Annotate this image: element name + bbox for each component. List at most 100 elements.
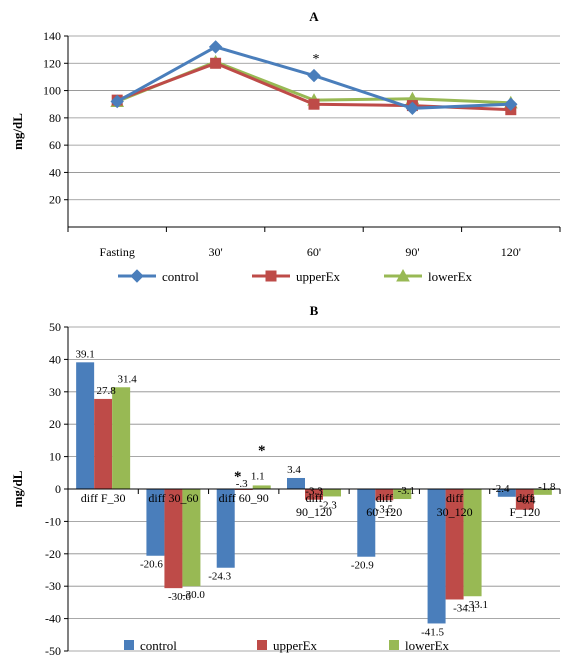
chart-b-legend-label-lowerex: lowerEx [405,638,450,653]
chart-b-data-label-lowerex: -1.8 [538,481,556,493]
chart-b-bar-control [357,489,376,557]
chart-b-ytick-label: 10 [49,450,61,464]
chart-b-data-label-control: 3.4 [287,464,301,476]
chart-b-data-label-lowerex: -2.3 [319,499,337,511]
chart-a-legend-label-control: control [162,269,199,284]
chart-b-xtick-label: diff [305,491,322,505]
chart-b-bar-upperex [305,489,323,500]
chart-a-title: A [309,9,319,24]
chart-b-xtick-label: 30_120 [437,505,473,519]
chart-b-ytick-label: 30 [49,385,61,399]
chart-b-bar-lowerex [393,489,412,500]
chart-a-point-upperex [210,57,222,69]
chart-b-ytick-label: -10 [45,514,61,528]
chart-b-bar-control [146,489,165,556]
chart-b-xtick-label: diff F_30 [81,491,126,505]
chart-a-xtick-label: 90' [405,245,419,259]
chart-a-ytick-label: 40 [49,165,61,179]
chart-b-data-label-control: 39.1 [76,348,95,360]
chart-b-bar-lowerex [252,485,271,489]
chart-b-bar-upperex [94,398,113,489]
chart-a-legend-marker-control [130,269,144,283]
chart-b-significance-marker: * [234,469,242,485]
chart-b-data-label-control: -2.4 [492,483,510,495]
chart-a-ytick-label: 100 [43,84,61,98]
chart-a-point-control [405,101,420,116]
chart-b-bar-control [216,489,235,568]
chart-b-bar-control [76,362,95,489]
chart-a-ytick-label: 80 [49,111,61,125]
chart-b: B -50 -40 -30 -20 -10 0 10 20 30 40 50 mg/dL diff F_3… [10,303,561,656]
chart-b-data-label-upperex: -3.5 [376,503,394,515]
chart-b-bar-control [287,477,305,489]
chart-b-ytick-label: -50 [45,644,61,656]
chart-b-ytick-label: -40 [45,612,61,626]
chart-b-xtick-label: 60_120 [366,505,402,519]
chart-b-bar-lowerex [533,489,552,495]
chart-a-point-upperex [308,98,320,110]
chart-a-legend-marker-lowerex [396,268,410,282]
chart-a-legend-label-upperex: upperEx [296,269,341,284]
chart-b-bar-lowerex [323,489,341,497]
chart-b-legend-label-control: control [140,638,177,653]
chart-b-data-label-upperex: -30.6 [168,591,191,603]
chart-b-xtick-label: diff [516,491,533,505]
chart-b-data-label-control: -20.9 [351,560,374,572]
chart-a-ytick-label: 20 [49,193,61,207]
chart-b-legend-swatch-control [124,640,134,650]
chart-b-data-label-lowerex: -3.1 [398,485,415,497]
chart-b-bar-control [427,489,446,624]
chart-b-xtick-label: F_120 [510,505,541,519]
chart-a-series-control [110,40,518,116]
chart-b-ytick-label: -20 [45,547,61,561]
chart-b-data-label-upperex: -3.3 [305,486,323,498]
chart-a-xtick-label: 60' [307,245,321,259]
chart-a-legend-marker-upperex [265,270,277,282]
chart-b-legend-label-upperex: upperEx [273,638,318,653]
chart-b-bar-control [497,489,516,497]
chart-b-xtick-label: 90_120 [296,505,332,519]
chart-b-xtick-label: diff 30_60 [148,491,198,505]
chart-a-ytick-label: 140 [43,29,61,43]
chart-b-legend-swatch-upperex [257,640,267,650]
chart-b-data-label-upperex: 27.8 [97,385,117,397]
chart-a-significance-marker: * [313,52,320,67]
chart-b-significance-marker: * [258,443,266,459]
chart-b-xtick-label: diff [376,491,393,505]
chart-a-point-control [504,97,518,111]
chart-a: A 20 40 60 80 100 120 140 Fasting 30' 60' 90' 120' mg… [10,9,561,284]
chart-a-point-control [208,40,223,54]
chart-a-legend-label-lowerex: lowerEx [428,269,473,284]
chart-b-series-lowerex [112,387,552,597]
chart-b-series-upperex [94,398,534,600]
chart-b-data-label-lowerex: -33.1 [465,599,488,611]
chart-b-bar-upperex [375,489,394,501]
chart-b-ytick-label: 50 [49,320,61,334]
chart-b-bar-upperex [515,489,534,510]
chart-a-ytick-label: 60 [49,138,61,152]
chart-b-ytick-label: 40 [49,352,61,366]
chart-b-bar-upperex [445,489,464,600]
chart-a-y-axis-label: mg/dL [10,113,25,150]
chart-b-data-label-upperex: -6.4 [518,495,536,507]
chart-b-bar-lowerex [112,387,131,489]
chart-b-ytick-label: -30 [45,579,61,593]
chart-b-data-label-lowerex: 31.4 [118,373,138,385]
chart-b-y-axis-label: mg/dL [10,470,25,507]
chart-b-data-label-upperex: -34.1 [453,602,476,614]
chart-b-xtick-label: diff [446,491,463,505]
chart-a-point-control [307,68,321,83]
chart-b-bar-lowerex [463,489,482,597]
chart-b-data-label-lowerex: -30.0 [182,589,205,601]
chart-b-data-label-upperex: -.3 [236,478,248,490]
chart-b-xtick-label: diff 60_90 [219,491,269,505]
chart-b-title: B [310,303,319,318]
chart-b-ytick-label: 20 [49,417,61,431]
chart-a-xtick-label: 120' [501,245,521,259]
chart-a-xtick-label: 30' [209,245,223,259]
chart-b-data-label-lowerex: 1.1 [251,470,265,482]
chart-b-legend-swatch-lowerex [389,640,399,650]
chart-a-ytick-label: 120 [43,56,61,70]
chart-a-point-control [110,94,124,109]
